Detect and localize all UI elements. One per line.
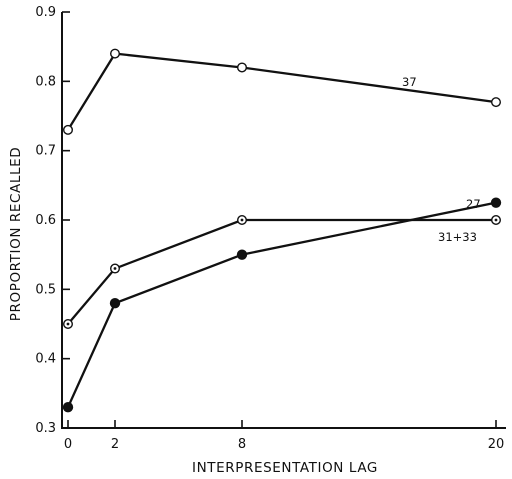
x-tick-label: 0 [64,437,72,452]
data-point [490,197,502,208]
series-line [67,52,497,131]
data-point-center [240,218,244,222]
x-tick-label: 2 [111,437,119,452]
x-tick-label: 20 [488,437,505,452]
y-tick-label: 0.3 [35,421,56,436]
x-axis-title: INTERPRESENTATION LAG [192,460,378,476]
series-label: 37 [402,75,417,89]
data-point [236,62,247,73]
axes: 0.3 0.4 0.5 0.6 0.7 0.8 0.9 0 2 8 20 [35,5,506,452]
y-tick-label: 0.8 [35,74,56,89]
x-tick-label: 8 [238,437,246,452]
series-2: 27 [62,197,502,413]
series-line [67,218,496,325]
series-line [66,201,497,408]
y-tick-label: 0.9 [35,5,56,20]
series-layer: 37 31+33 27 [62,48,502,413]
series-label: 31+33 [438,230,477,244]
data-point [63,124,74,135]
y-axis-title: PROPORTION RECALLED [8,147,24,322]
data-point [491,97,502,108]
series-1: 31+33 [63,214,502,330]
series-0: 37 [63,48,502,135]
series-label: 27 [466,197,481,211]
data-point-center [113,267,117,270]
data-point [62,402,74,413]
data-point [236,249,248,260]
y-tick-label: 0.4 [35,352,56,367]
data-point-center [66,322,70,326]
y-tick-label: 0.7 [35,144,56,159]
data-point-center [494,218,498,222]
y-tick-label: 0.5 [35,282,56,297]
y-tick-label: 0.6 [35,213,56,228]
data-point [109,48,120,59]
data-point [109,298,121,309]
